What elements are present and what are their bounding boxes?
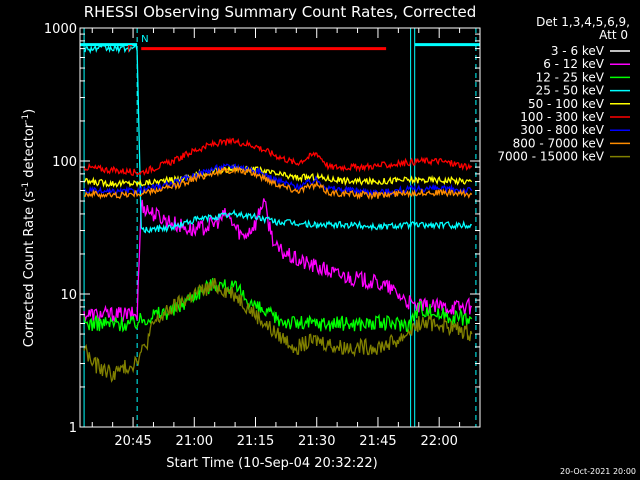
legend-header-1: Det 1,3,4,5,6,9, <box>536 15 630 29</box>
y-tick-label-1000: 1000 <box>44 22 77 37</box>
plot-clip-group <box>80 28 480 427</box>
y-axis-label-end: ) <box>22 109 37 114</box>
y-axis-label-mid: detector <box>22 122 37 182</box>
y-axis-label: Corrected Count Rate (s-1 detector-1) <box>21 109 37 347</box>
series-line-25-50-kev <box>83 43 473 234</box>
y-tick-label-100: 100 <box>52 155 77 170</box>
x-tick-label-20-45: 20:45 <box>114 434 151 449</box>
series-line-50-100-kev <box>83 163 473 188</box>
plot-frame <box>79 27 481 428</box>
legend-label-25-50-kev: 25 - 50 keV <box>536 84 605 98</box>
legend-label-7000-15000-kev: 7000 - 15000 keV <box>497 150 604 164</box>
y-axis-label-sup1: -1 <box>21 182 31 191</box>
x-axis-label: Start Time (10-Sep-04 20:32:22) <box>166 456 377 471</box>
legend-header-2: Att 0 <box>599 28 628 42</box>
legend-label-6-12-kev: 6 - 12 keV <box>543 57 605 71</box>
legend-label-12-25-kev: 12 - 25 keV <box>536 70 605 84</box>
series-line-12-25-kev <box>83 277 473 333</box>
series-line-3-6-kev <box>141 176 399 270</box>
annotation-f: F <box>127 44 133 55</box>
series-line-6-12-kev <box>83 198 473 323</box>
y-tick-label-10: 10 <box>60 288 77 303</box>
date-stamp: 20-Oct-2021 20:00 <box>560 467 636 476</box>
axes: 1 10 100 1000 20:45 21:00 21:15 21:30 21:45 22:00 <box>44 22 481 449</box>
x-tick-label-21-30: 21:30 <box>298 434 335 449</box>
x-tick-label-21-45: 21:45 <box>359 434 396 449</box>
series-line-800-7000-kev <box>84 166 473 201</box>
series-line-300-800-kev <box>83 163 473 197</box>
y-axis-label-main: Corrected Count Rate (s <box>22 191 37 348</box>
y-axis-label-sup2: -1 <box>21 114 31 123</box>
x-tick-label-21-15: 21:15 <box>237 434 274 449</box>
series-line-100-300-kev <box>83 136 473 176</box>
y-tick-label-1: 1 <box>69 421 77 436</box>
series-line-7000-15000-kev <box>83 278 473 383</box>
plot-area: NF <box>80 28 480 427</box>
chart-title: RHESSI Observing Summary Count Rates, Co… <box>84 3 477 21</box>
annotation-n: N <box>141 34 148 45</box>
legend-label-100-300-kev: 100 - 300 keV <box>520 110 604 124</box>
x-tick-label-21-00: 21:00 <box>176 434 213 449</box>
legend-label-50-100-kev: 50 - 100 keV <box>528 97 605 111</box>
x-tick-label-22-00: 22:00 <box>420 434 457 449</box>
legend-label-800-7000-kev: 800 - 7000 keV <box>513 136 605 150</box>
legend-label-300-800-kev: 300 - 800 keV <box>520 123 604 137</box>
legend-label-3-6-kev: 3 - 6 keV <box>551 44 605 58</box>
